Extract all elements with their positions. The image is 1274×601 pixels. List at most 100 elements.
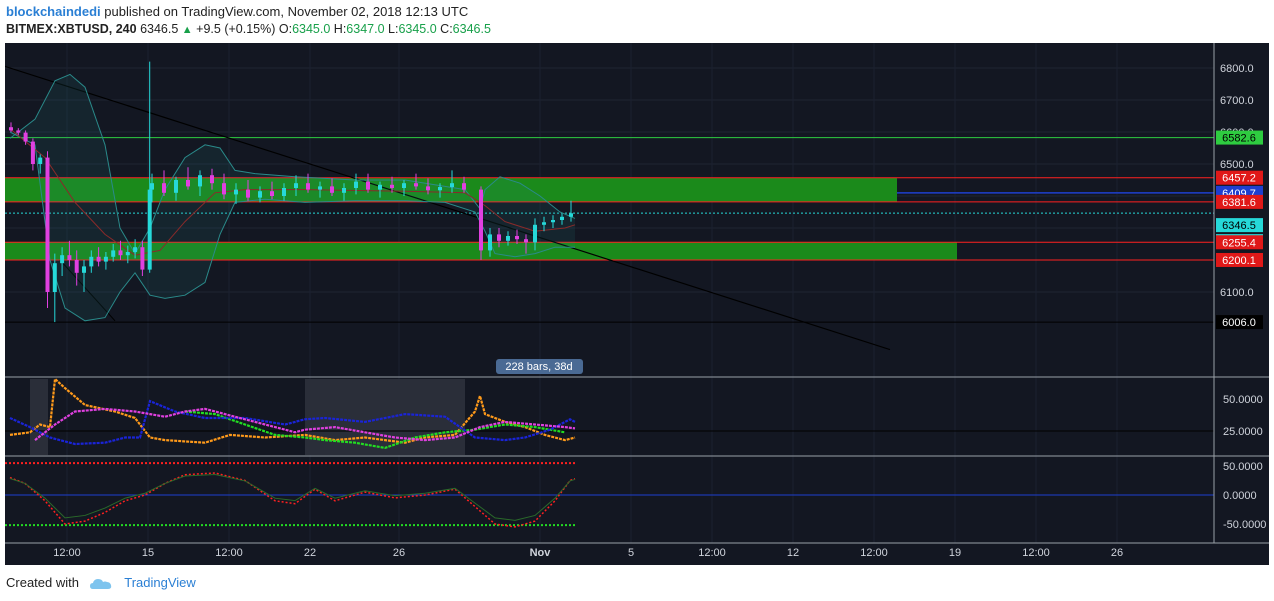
candle-body [488,234,492,251]
x-tick-label: 26 [1111,547,1123,559]
x-tick-label: Nov [530,547,552,559]
x-tick-label: 26 [393,547,405,559]
bollinger-middle [9,128,576,256]
chart-area[interactable]: 228 bars, 38d 6800.06700.06600.06500.061… [5,43,1269,565]
trend-line [5,65,891,351]
price-label-box [1216,218,1263,233]
x-tick-label: 22 [304,547,316,559]
candle-body [515,236,519,240]
x-tick-label: 12:00 [53,547,81,559]
trend-line-short [59,259,116,322]
candle-body [450,183,454,188]
candle-body [306,183,310,190]
price-label-text: 6457.2 [1222,173,1256,185]
candle-body [426,186,430,191]
stoch-line [9,399,576,446]
candle-body [82,266,86,273]
price-label-box [1216,252,1263,267]
candle-body [147,189,152,270]
indicator2-tick-label: 50.0000 [1223,461,1263,473]
signal-line [9,474,576,521]
candle-body [551,220,555,223]
zone-rect [5,177,897,202]
oscillator-pane[interactable] [5,462,1214,528]
measure-tooltip: 228 bars, 38d [496,359,583,374]
price-tick-label: 6100.0 [1220,287,1254,299]
x-tick-label: 12:00 [698,547,726,559]
candle-body [479,189,483,251]
candle-body [569,213,573,217]
x-tick-label: 12 [787,547,799,559]
stoch-rsi-pane[interactable] [5,376,1214,455]
candle-body [294,183,298,188]
candle-body [140,247,145,270]
price-label-text: 6346.5 [1222,220,1256,232]
price-label-text: 6381.6 [1222,197,1256,209]
candle-body [234,189,238,195]
candle-body [506,236,510,241]
candle-body [222,183,226,195]
candle-body [414,183,418,187]
candle-body [366,181,370,190]
close-value: 6346.5 [452,22,491,36]
stoch-line [184,410,566,450]
author-link[interactable]: blockchaindedi [6,4,101,19]
candle-body [96,256,101,262]
footer: Created with TradingView [6,575,196,591]
high-label: H: [333,22,347,36]
indicator1-tick-label: 50.0000 [1223,394,1263,406]
bollinger-lower [9,131,575,322]
candle-body [318,186,322,190]
main-pane[interactable]: 228 bars, 38d [5,43,1214,543]
candle-body [174,180,178,193]
close-label: C: [440,22,453,36]
open-value: 6345.0 [292,22,331,36]
candle-body [186,180,190,187]
candle-body [438,187,442,191]
candle-body [125,252,130,256]
candle-body [150,183,154,190]
candle-body [378,184,382,190]
candle-body [462,183,466,190]
candle-body [210,175,214,184]
price-label-box [1216,170,1263,185]
price-label-box [1216,235,1263,250]
candle-body [258,191,262,198]
tradingview-link[interactable]: TradingView [124,575,196,590]
indicator1-tick-label: 25.0000 [1223,426,1263,438]
price-axis-background [1214,43,1269,565]
candle-body [402,183,406,188]
candle-body [16,130,21,133]
candle-body [542,222,546,225]
measure-tooltip-box [496,359,583,374]
candle-body [9,127,13,131]
candle-body [67,255,72,260]
price-tick-label: 6500.0 [1220,159,1254,171]
candle-body [533,224,537,243]
candle-body [133,247,138,252]
low-label: L: [388,22,399,36]
oscillator-line [9,472,576,528]
stoch-shade [30,379,48,455]
candle-body [162,183,166,193]
x-tick-label: 12:00 [1022,547,1050,559]
stoch-line [34,407,576,442]
candle-body [270,191,274,196]
change-value: +9.5 (+0.15%) [196,22,276,36]
axes: 6800.06700.06600.06500.06100.06582.66457… [5,43,1269,559]
candle-body [23,132,28,142]
candle-body [103,256,108,262]
price-label-text: 6255.4 [1222,237,1256,249]
candle-body [354,181,358,188]
measure-tooltip-text: 228 bars, 38d [505,361,572,373]
open-label: O: [278,22,293,36]
candle-body [560,216,564,220]
candle-body [74,260,79,273]
indicator2-tick-label: -50.0000 [1223,519,1266,531]
indicator2-tick-label: 0.0000 [1223,490,1257,502]
candle-body [342,188,346,193]
candle-body [524,239,528,243]
price-label-box [1216,130,1263,145]
candle-body [246,189,250,198]
created-with-text: Created with [6,575,79,590]
